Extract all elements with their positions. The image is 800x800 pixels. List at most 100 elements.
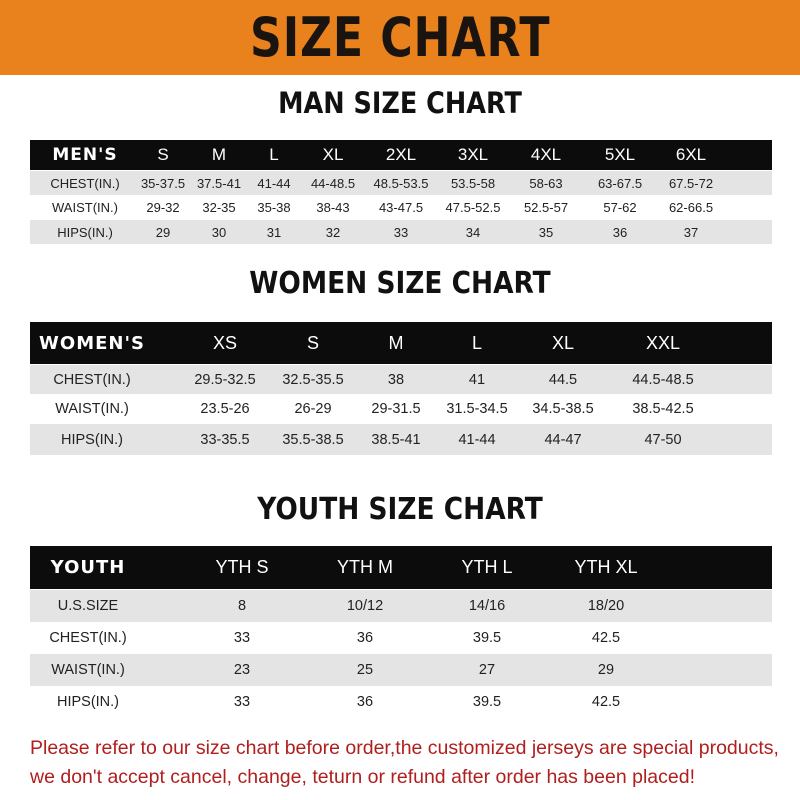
measurement-cell: 14/16 bbox=[468, 598, 506, 614]
measurement-cell: 27 bbox=[478, 662, 496, 678]
table-row: U.S.SIZE 8 10/12 14/16 18/20 bbox=[30, 590, 772, 622]
size-column-header: M bbox=[211, 145, 227, 164]
table-row: WAIST(IN.) 23.5-26 26-29 29-31.5 31.5-34.5 34… bbox=[30, 394, 772, 424]
youth-section-title: YOUTH SIZE CHART bbox=[257, 492, 543, 527]
table-header-row: WOMEN'S XS S M L XL XXL bbox=[30, 322, 772, 364]
notice-line-1: Please refer to our size chart before or… bbox=[30, 737, 779, 759]
measurement-cell: 42.5 bbox=[591, 630, 621, 646]
measurement-cell: 26-29 bbox=[294, 401, 332, 417]
measurement-cell: 35-38 bbox=[257, 200, 291, 215]
size-column-header: XL bbox=[322, 145, 344, 164]
measurement-cell: 18/20 bbox=[587, 598, 625, 614]
size-column-header: YTH XL bbox=[574, 557, 638, 577]
row-label: WAIST(IN.) bbox=[55, 401, 129, 417]
measurement-cell: 29 bbox=[155, 224, 171, 240]
row-label: CHEST(IN.) bbox=[53, 371, 131, 388]
measurement-cell: 35.5-38.5 bbox=[282, 431, 344, 448]
measurement-cell: 37 bbox=[683, 224, 699, 240]
men-section-title: MAN SIZE CHART bbox=[278, 86, 522, 120]
table-corner-label: WOMEN'S bbox=[39, 332, 145, 354]
banner-title: SIZE CHART bbox=[249, 6, 551, 69]
measurement-cell: 41-44 bbox=[257, 175, 291, 191]
measurement-cell: 39.5 bbox=[472, 630, 502, 646]
measurement-cell: 29.5-32.5 bbox=[194, 371, 256, 388]
measurement-cell: 29 bbox=[597, 662, 615, 678]
size-column-header: M bbox=[388, 332, 404, 353]
measurement-cell: 36 bbox=[356, 630, 374, 646]
measurement-cell: 63-67.5 bbox=[597, 175, 643, 191]
size-column-header: YTH S bbox=[215, 557, 269, 577]
measurement-cell: 30 bbox=[211, 224, 227, 240]
measurement-cell: 29-31.5 bbox=[371, 401, 421, 417]
measurement-cell: 38-43 bbox=[316, 200, 350, 215]
measurement-cell: 38 bbox=[387, 371, 405, 388]
row-label: WAIST(IN.) bbox=[52, 200, 118, 215]
measurement-cell: 25 bbox=[356, 662, 374, 678]
size-column-header: YTH M bbox=[337, 557, 393, 577]
measurement-cell: 33 bbox=[393, 224, 409, 240]
size-column-header: 4XL bbox=[530, 145, 562, 164]
measurement-cell: 41 bbox=[468, 371, 486, 388]
measurement-cell: 37.5-41 bbox=[196, 175, 242, 191]
measurement-cell: 43-47.5 bbox=[378, 200, 424, 215]
row-label: CHEST(IN.) bbox=[49, 630, 127, 646]
row-label: CHEST(IN.) bbox=[50, 175, 120, 191]
size-column-header: 5XL bbox=[604, 145, 636, 164]
size-column-header: L bbox=[471, 332, 483, 353]
measurement-cell: 47.5-52.5 bbox=[445, 200, 501, 215]
measurement-cell: 42.5 bbox=[591, 694, 621, 710]
measurement-cell: 10/12 bbox=[346, 598, 384, 614]
size-column-header: 3XL bbox=[457, 145, 489, 164]
size-column-header: 2XL bbox=[385, 145, 417, 164]
measurement-cell: 44.5-48.5 bbox=[632, 371, 694, 388]
size-column-header: XL bbox=[551, 332, 575, 353]
measurement-cell: 39.5 bbox=[472, 694, 502, 710]
measurement-cell: 57-62 bbox=[603, 200, 637, 215]
measurement-cell: 33-35.5 bbox=[200, 431, 250, 448]
size-column-header: 6XL bbox=[675, 145, 707, 164]
measurement-cell: 47-50 bbox=[644, 431, 682, 448]
measurement-cell: 48.5-53.5 bbox=[373, 175, 429, 191]
table-corner-label: MEN'S bbox=[52, 145, 118, 165]
table-row: WAIST(IN.) 23 25 27 29 bbox=[30, 654, 772, 686]
measurement-cell: 32.5-35.5 bbox=[282, 371, 344, 388]
women-section-title: WOMEN SIZE CHART bbox=[249, 266, 551, 301]
table-header-row: YOUTH YTH S YTH M YTH L YTH XL bbox=[30, 546, 772, 589]
measurement-cell: 34 bbox=[465, 224, 481, 240]
measurement-cell: 38.5-41 bbox=[371, 431, 421, 448]
measurement-cell: 35-37.5 bbox=[140, 175, 186, 191]
size-chart-banner: SIZE CHART bbox=[0, 0, 800, 75]
row-label: HIPS(IN.) bbox=[57, 224, 113, 240]
measurement-cell: 31 bbox=[266, 224, 282, 240]
measurement-cell: 44.5 bbox=[548, 371, 578, 388]
row-label: HIPS(IN.) bbox=[56, 694, 120, 710]
measurement-cell: 29-32 bbox=[146, 200, 180, 215]
measurement-cell: 67.5-72 bbox=[668, 175, 714, 191]
notice-line-2: we don't accept cancel, change, teturn o… bbox=[30, 766, 695, 788]
table-row: WAIST(IN.) 29-32 32-35 35-38 38-43 43-47.5 47.… bbox=[30, 195, 772, 220]
measurement-cell: 31.5-34.5 bbox=[446, 401, 508, 417]
measurement-cell: 44-47 bbox=[544, 431, 582, 448]
table-row: HIPS(IN.) 33-35.5 35.5-38.5 38.5-41 41-44 44-… bbox=[30, 424, 772, 455]
measurement-cell: 23 bbox=[233, 662, 251, 678]
measurement-cell: 44-48.5 bbox=[310, 175, 356, 191]
measurement-cell: 34.5-38.5 bbox=[532, 401, 594, 417]
size-column-header: S bbox=[306, 332, 320, 353]
table-row: CHEST(IN.) 33 36 39.5 42.5 bbox=[30, 622, 772, 654]
table-row: CHEST(IN.) 29.5-32.5 32.5-35.5 38 41 44.5 44.5… bbox=[30, 365, 772, 394]
row-label: HIPS(IN.) bbox=[60, 431, 124, 448]
measurement-cell: 41-44 bbox=[458, 431, 496, 448]
measurement-cell: 53.5-58 bbox=[450, 175, 496, 191]
size-column-header: XXL bbox=[645, 332, 681, 353]
table-corner-label: YOUTH bbox=[50, 557, 126, 578]
measurement-cell: 38.5-42.5 bbox=[632, 401, 694, 417]
measurement-cell: 35 bbox=[538, 224, 554, 240]
measurement-cell: 36 bbox=[356, 694, 374, 710]
measurement-cell: 62-66.5 bbox=[668, 200, 714, 215]
measurement-cell: 8 bbox=[237, 598, 247, 614]
measurement-cell: 32 bbox=[325, 224, 341, 240]
size-column-header: XS bbox=[212, 332, 238, 353]
row-label: U.S.SIZE bbox=[57, 598, 119, 614]
measurement-cell: 52.5-57 bbox=[523, 200, 569, 215]
measurement-cell: 33 bbox=[233, 630, 251, 646]
